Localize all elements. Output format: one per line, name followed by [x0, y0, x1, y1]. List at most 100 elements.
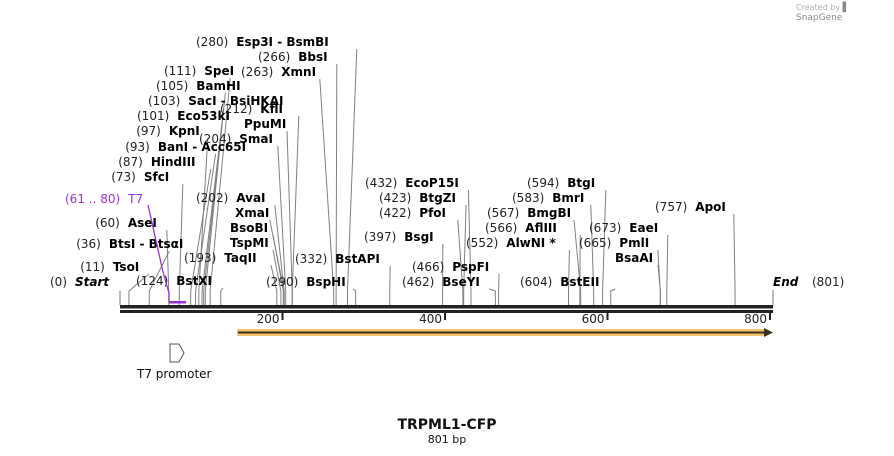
restriction-site[interactable]: (97) KpnI — [136, 124, 200, 138]
restriction-site[interactable]: (462) BseYI — [402, 275, 480, 289]
orf-arrow[interactable] — [237, 328, 773, 337]
site-label[interactable]: (332) BstAPI — [295, 252, 380, 266]
restriction-site[interactable]: (212) KflI — [220, 102, 283, 116]
ruler-tick-label: 600 — [582, 312, 605, 326]
restriction-site[interactable]: (93) BanI - Acc65I — [125, 140, 246, 154]
restriction-site[interactable]: (604) BstEII — [520, 275, 599, 289]
restriction-site[interactable]: (263) XmnI — [241, 65, 316, 79]
restriction-site[interactable]: (124) BstXI — [136, 274, 212, 288]
start-label: Start — [75, 275, 110, 289]
promoter-arrow-icon[interactable] — [169, 343, 185, 363]
restriction-site[interactable]: (583) BmrI — [512, 191, 584, 205]
restriction-site[interactable]: (290) BspHI — [266, 275, 346, 289]
site-label[interactable]: (36) BtsI - BtsαI — [76, 237, 183, 251]
restriction-site[interactable]: (105) BamHI — [156, 79, 241, 93]
restriction-site[interactable]: (566) AflIII — [485, 221, 557, 235]
site-label[interactable]: (101) Eco53kI — [137, 109, 230, 123]
restriction-site[interactable]: (11) TsoI — [80, 260, 139, 274]
restriction-site[interactable]: (60) AseI — [95, 216, 157, 230]
restriction-site[interactable]: (432) EcoP15I — [365, 176, 459, 190]
restriction-site[interactable]: (567) BmgBI — [487, 206, 571, 220]
snapgene-credit: Created by ▌ SnapGene — [796, 3, 894, 23]
restriction-site[interactable]: (423) BtgZI — [379, 191, 456, 205]
restriction-site[interactable]: (665) PmlI — [579, 236, 649, 250]
ruler-tick-label: 200 — [257, 312, 280, 326]
site-label[interactable]: (432) EcoP15I — [365, 176, 459, 190]
site-label[interactable]: (204) SmaI — [199, 132, 273, 146]
ruler-ticks: 200 400 600 800 — [257, 312, 771, 326]
restriction-site[interactable]: (466) PspFI — [412, 260, 489, 274]
site-label[interactable]: (280) Esp3I - BsmBI — [196, 35, 329, 49]
restriction-site[interactable]: (202) AvaI — [196, 191, 266, 205]
site-label[interactable]: (105) BamHI — [156, 79, 241, 93]
site-label[interactable]: PpuMI — [244, 117, 286, 131]
restriction-site[interactable]: PpuMI — [244, 117, 286, 131]
site-label[interactable]: (567) BmgBI — [487, 206, 571, 220]
t7-feature-label[interactable]: (61 .. 80) T7 — [65, 192, 143, 206]
restriction-site[interactable]: (552) AlwNI * — [466, 236, 556, 250]
restriction-site[interactable]: (673) EaeI — [589, 221, 658, 235]
restriction-site[interactable]: TspMI — [230, 236, 269, 250]
site-label[interactable]: (103) SacI - BsiHKAI — [148, 94, 283, 108]
t7-promoter-label[interactable]: T7 promoter — [137, 367, 212, 381]
restriction-site[interactable]: (36) BtsI - BtsαI — [76, 237, 183, 251]
site-label[interactable]: (566) AflIII — [485, 221, 557, 235]
restriction-site[interactable]: (193) TaqII — [184, 251, 257, 265]
site-label[interactable]: (124) BstXI — [136, 274, 212, 288]
restriction-site[interactable]: (422) PfoI — [379, 206, 446, 220]
site-label[interactable]: (202) AvaI — [196, 191, 266, 205]
site-label[interactable]: (97) KpnI — [136, 124, 200, 138]
restriction-site[interactable]: (594) BtgI — [527, 176, 595, 190]
site-label[interactable]: (665) PmlI — [579, 236, 649, 250]
site-label[interactable]: (87) HindIII — [118, 155, 195, 169]
credit-brand: SnapGene — [796, 13, 843, 23]
site-leader-lines — [128, 48, 736, 305]
site-label[interactable]: (11) TsoI — [80, 260, 139, 274]
restriction-site[interactable]: (757) ApoI — [655, 200, 726, 214]
site-label[interactable]: (757) ApoI — [655, 200, 726, 214]
t7-feature-bar[interactable] — [169, 301, 186, 304]
site-label[interactable]: (60) AseI — [95, 216, 157, 230]
restriction-site[interactable]: (73) SfcI — [111, 170, 169, 184]
restriction-site[interactable]: (87) HindIII — [118, 155, 195, 169]
ruler-tick-label: 400 — [419, 312, 442, 326]
site-label[interactable]: TspMI — [230, 236, 269, 250]
site-label[interactable]: (290) BspHI — [266, 275, 346, 289]
restriction-site[interactable]: (103) SacI - BsiHKAI — [148, 94, 283, 108]
site-label[interactable]: (604) BstEII — [520, 275, 599, 289]
restriction-site[interactable]: (204) SmaI — [199, 132, 273, 146]
site-label[interactable]: (193) TaqII — [184, 251, 257, 265]
site-label[interactable]: (263) XmnI — [241, 65, 316, 79]
site-label[interactable]: BsaAI — [615, 251, 653, 265]
site-label[interactable]: (422) PfoI — [379, 206, 446, 220]
site-label[interactable]: BsoBI — [230, 221, 268, 235]
restriction-site[interactable]: BsaAI — [615, 251, 653, 265]
snapgene-logo-icon: ▌ — [842, 3, 850, 13]
site-label[interactable]: (594) BtgI — [527, 176, 595, 190]
restriction-site[interactable]: (280) Esp3I - BsmBI — [196, 35, 329, 49]
map-title: TRPML1-CFP — [397, 417, 497, 433]
site-label[interactable]: (266) BbsI — [258, 50, 328, 64]
site-label[interactable]: XmaI — [235, 206, 269, 220]
site-label[interactable]: (111) SpeI — [164, 64, 234, 78]
site-label[interactable]: (93) BanI - Acc65I — [125, 140, 246, 154]
restriction-site[interactable]: (397) BsgI — [364, 230, 434, 244]
restriction-site[interactable]: XmaI — [235, 206, 269, 220]
site-label[interactable]: (583) BmrI — [512, 191, 584, 205]
site-label[interactable]: (673) EaeI — [589, 221, 658, 235]
restriction-site[interactable]: (266) BbsI — [258, 50, 328, 64]
restriction-site[interactable]: BsoBI — [230, 221, 268, 235]
restriction-site[interactable]: (332) BstAPI — [295, 252, 380, 266]
ruler-tick-label: 800 — [744, 312, 767, 326]
dna-strand-top — [120, 305, 773, 309]
site-label[interactable]: (212) KflI — [220, 102, 283, 116]
restriction-site[interactable]: (111) SpeI — [164, 64, 234, 78]
site-label[interactable]: (73) SfcI — [111, 170, 169, 184]
restriction-site[interactable]: (101) Eco53kI — [137, 109, 230, 123]
site-label[interactable]: (466) PspFI — [412, 260, 489, 274]
site-label[interactable]: (397) BsgI — [364, 230, 434, 244]
site-label[interactable]: (462) BseYI — [402, 275, 480, 289]
site-label[interactable]: (552) AlwNI * — [466, 236, 556, 250]
site-label[interactable]: (423) BtgZI — [379, 191, 456, 205]
